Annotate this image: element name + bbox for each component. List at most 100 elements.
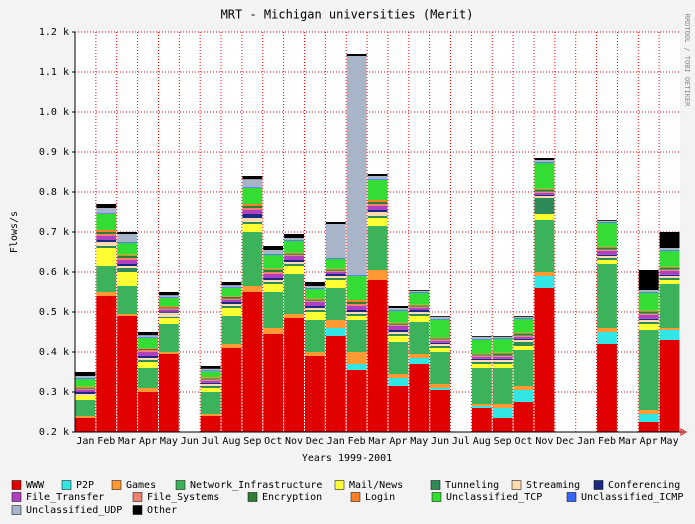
bar-segment [263, 254, 284, 269]
bar-segment [325, 258, 346, 259]
x-tick-label: Jun [431, 436, 449, 447]
bar-segment [492, 336, 513, 338]
x-tick-label: Feb [598, 436, 616, 447]
bar-segment [430, 337, 451, 339]
bar-segment [117, 316, 138, 432]
bar-segment [221, 308, 242, 316]
bar-segment [409, 312, 430, 314]
bar-segment [242, 218, 263, 222]
bar-segment [597, 332, 617, 344]
bar-segment [534, 189, 555, 192]
x-tick-label: Jan [76, 436, 94, 447]
bar-segment [367, 180, 388, 200]
legend-swatch [11, 492, 22, 502]
bar-segment [471, 353, 492, 355]
bar-segment [96, 296, 117, 432]
bar-segment [263, 270, 284, 272]
legend-label: P2P [76, 480, 94, 491]
bar-segment [597, 246, 617, 248]
legend-label: Unclassified_UDP [26, 505, 122, 516]
bar-segment [200, 380, 221, 383]
bar-segment [409, 314, 430, 316]
x-tick-label: Feb [97, 436, 115, 447]
bar-segment [659, 280, 680, 284]
legend-swatch [334, 480, 345, 490]
bar-segment [200, 416, 221, 432]
bar-segment [346, 320, 367, 352]
bar-segment [367, 270, 388, 280]
bar-segment [638, 330, 659, 410]
bar-segment [534, 272, 555, 276]
bar-segment [304, 320, 325, 352]
bar-segment [304, 300, 325, 302]
bar-segment [534, 288, 555, 432]
bar-segment [346, 310, 367, 312]
bar-segment [304, 310, 325, 312]
bar-segment [471, 404, 492, 406]
bars [75, 54, 680, 432]
bar-segment [513, 333, 534, 336]
bar-segment [304, 298, 325, 300]
bar-segment [75, 418, 96, 432]
bar-segment [492, 362, 513, 364]
bar-segment [221, 300, 242, 302]
bar-segment [284, 260, 304, 262]
bar-segment [138, 352, 158, 356]
bar-segment [75, 396, 96, 400]
x-tick-label: Nov [535, 436, 553, 447]
bar-segment [158, 298, 179, 306]
bar-segment [242, 210, 263, 214]
bar-segment [325, 278, 346, 280]
bar-segment [430, 340, 451, 343]
bar-segment [242, 188, 263, 204]
bar-segment [597, 220, 617, 221]
x-tick-label: Sep [494, 436, 512, 447]
legend-swatch [566, 492, 577, 502]
x-tick-label: Jun [181, 436, 199, 447]
bar-segment [492, 404, 513, 408]
bar-segment [200, 384, 221, 386]
grid [75, 31, 680, 433]
bar-segment [117, 264, 138, 266]
x-tick-label: May [410, 436, 428, 447]
bar-segment [659, 248, 680, 250]
bar-segment [96, 208, 117, 214]
legend-swatch [11, 505, 22, 515]
bar-segment [158, 309, 179, 312]
bar-segment [388, 308, 409, 310]
x-tick-label: Dec [556, 436, 574, 447]
bar-segment [388, 323, 409, 325]
bar-segment [200, 392, 221, 414]
bar-segment [513, 386, 534, 390]
bar-segment [513, 336, 534, 339]
bar-segment [158, 308, 179, 310]
bar-segment [597, 249, 617, 251]
bar-segment [638, 313, 659, 315]
bar-segment [117, 266, 138, 268]
bar-segment [597, 222, 617, 223]
bar-segment [534, 192, 555, 195]
bar-segment [367, 226, 388, 270]
legend-label: Login [365, 492, 395, 503]
bar-segment [221, 344, 242, 348]
legend-swatch [431, 492, 442, 502]
bar-segment [158, 324, 179, 352]
bar-segment [367, 210, 388, 212]
bar-segment [158, 292, 179, 296]
bar-segment [471, 356, 492, 359]
bar-segment [513, 340, 534, 342]
bar-segment [367, 176, 388, 180]
bar-segment [138, 356, 158, 358]
bar-segment [471, 354, 492, 356]
bar-segment [325, 269, 346, 271]
bar-segment [200, 379, 221, 381]
bar-segment [117, 286, 138, 314]
bar-segment [492, 352, 513, 354]
bar-segment [200, 414, 221, 416]
bar-segment [388, 326, 409, 330]
x-tick-label: Oct [515, 436, 533, 447]
bar-segment [346, 306, 367, 310]
bar-segment [430, 388, 451, 390]
bar-segment [409, 292, 430, 293]
bar-segment [200, 377, 221, 379]
